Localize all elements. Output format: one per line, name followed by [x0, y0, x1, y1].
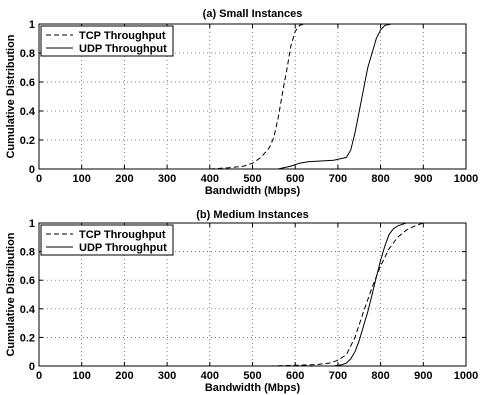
series-line-tcp	[209, 23, 304, 170]
chart-panel-1: (b) Medium Instances 0 100 200 300 400 500 600 7…	[5, 209, 478, 394]
legend-box	[40, 25, 174, 57]
x-tick-label: 800	[371, 370, 389, 382]
series-line-udp	[277, 23, 398, 170]
y-tick-label: 0.6	[20, 275, 35, 287]
x-tick-label: 1000	[454, 370, 478, 382]
y-axis-label: Cumulative Distribution	[5, 34, 17, 158]
y-tick-label: 0.4	[20, 304, 36, 316]
y-tick-label: 1	[29, 218, 35, 230]
x-tick-label: 100	[73, 370, 91, 382]
chart-title: (b) Medium Instances	[196, 209, 308, 221]
x-axis-label: Bandwidth (Mbps)	[205, 185, 301, 197]
y-tick-label: 0.6	[20, 77, 35, 89]
y-tick-label: 0.2	[20, 135, 35, 147]
x-tick-label: 0	[36, 173, 42, 185]
chart-title: (a) Small Instances	[203, 8, 303, 20]
y-axis-label: Cumulative Distribution	[5, 232, 17, 356]
chart-panel-0: (a) Small Instances 0 100 200 300 400 500 600 70…	[5, 8, 478, 197]
x-tick-label: 700	[329, 173, 347, 185]
legend-entry: UDP Throughput	[79, 242, 167, 254]
x-tick-label: 400	[201, 370, 219, 382]
legend-entry: TCP Throughput	[79, 229, 166, 241]
x-axis-label: Bandwidth (Mbps)	[205, 382, 301, 394]
x-tick-label: 300	[158, 173, 176, 185]
y-tick-label: 0.8	[20, 247, 35, 259]
y-tick-label: 0.4	[20, 106, 36, 118]
legend-entry: UDP Throughput	[79, 43, 167, 55]
x-tick-label: 0	[36, 370, 42, 382]
y-tick-label: 0.2	[20, 332, 35, 344]
x-tick-label: 200	[115, 173, 133, 185]
y-tick-label: 0	[29, 361, 35, 373]
series-line-udp	[333, 222, 415, 367]
x-tick-label: 1000	[454, 173, 478, 185]
x-tick-label: 500	[243, 173, 261, 185]
x-tick-label: 800	[371, 173, 389, 185]
x-tick-label: 100	[73, 173, 91, 185]
x-tick-label: 600	[286, 370, 304, 382]
x-tick-label: 400	[201, 173, 219, 185]
legend-box	[40, 224, 174, 256]
y-tick-label: 0	[29, 164, 35, 176]
x-tick-label: 500	[243, 370, 261, 382]
y-tick-label: 0.8	[20, 48, 35, 60]
x-tick-label: 700	[329, 370, 347, 382]
x-tick-label: 200	[115, 370, 133, 382]
legend-entry: TCP Throughput	[79, 30, 166, 42]
x-tick-label: 600	[286, 173, 304, 185]
series-line-tcp	[269, 222, 424, 367]
x-tick-label: 300	[158, 370, 176, 382]
x-tick-label: 900	[414, 370, 432, 382]
y-tick-label: 1	[29, 19, 35, 31]
x-tick-label: 900	[414, 173, 432, 185]
